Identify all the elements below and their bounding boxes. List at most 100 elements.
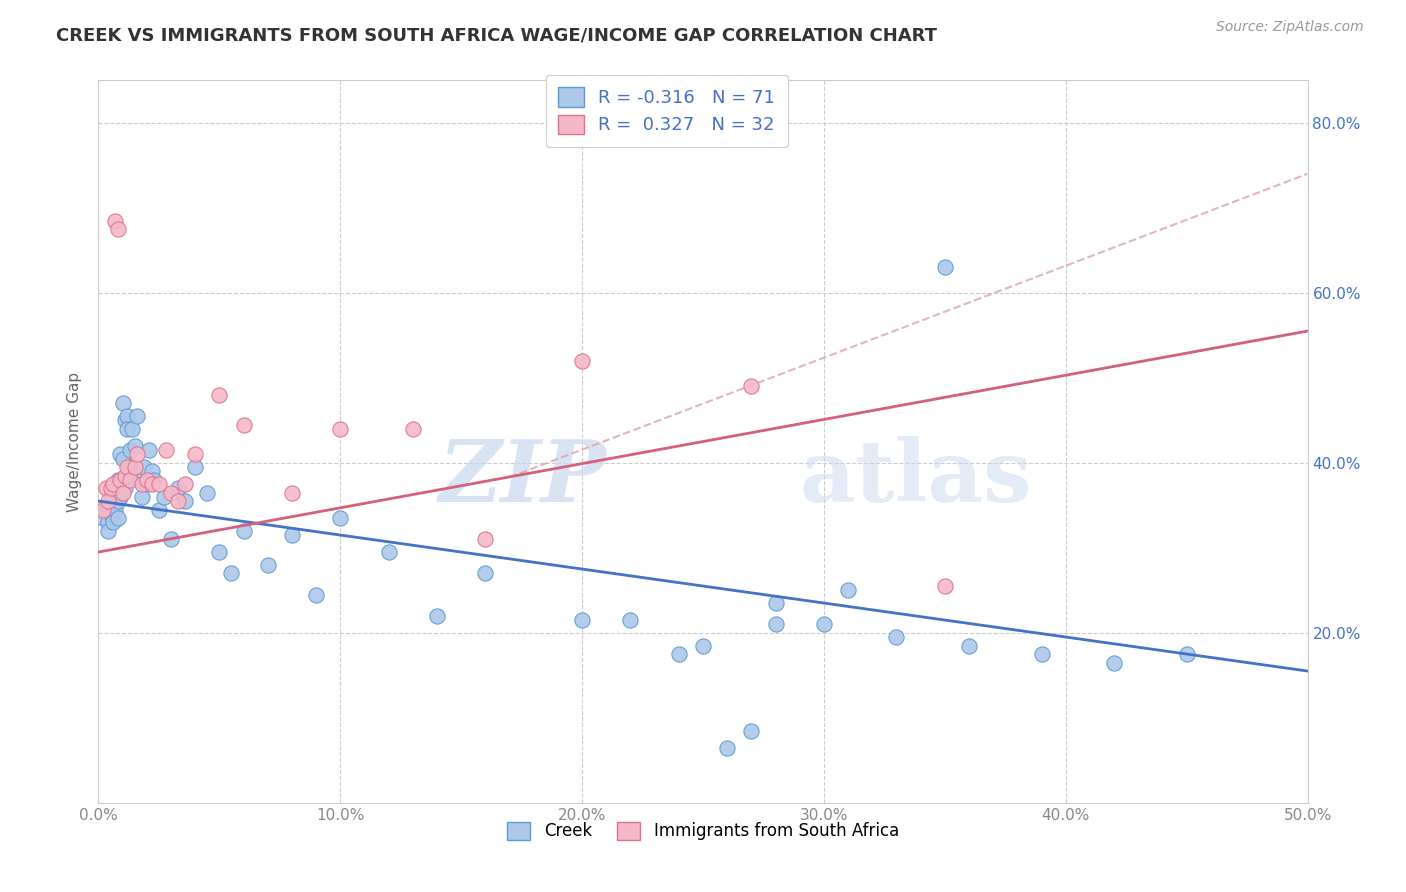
Point xyxy=(174,494,197,508)
Point xyxy=(111,396,134,410)
Point xyxy=(281,485,304,500)
Point xyxy=(124,439,146,453)
Point xyxy=(167,494,190,508)
Point xyxy=(104,213,127,227)
Point xyxy=(108,473,131,487)
Point xyxy=(97,494,120,508)
Point xyxy=(134,460,156,475)
Point xyxy=(426,608,449,623)
Point xyxy=(184,447,207,461)
Point xyxy=(108,490,131,504)
Point xyxy=(107,222,129,236)
Point xyxy=(101,490,124,504)
Y-axis label: Wage/Income Gap: Wage/Income Gap xyxy=(67,371,83,512)
Point xyxy=(571,353,593,368)
Point xyxy=(100,481,122,495)
Text: atlas: atlas xyxy=(800,435,1032,520)
Legend: Creek, Immigrants from South Africa: Creek, Immigrants from South Africa xyxy=(499,814,907,848)
Point xyxy=(108,447,131,461)
Point xyxy=(111,451,134,466)
Point xyxy=(118,473,141,487)
Point xyxy=(740,723,762,738)
Point xyxy=(474,566,496,581)
Point xyxy=(174,477,197,491)
Point xyxy=(692,639,714,653)
Point xyxy=(152,490,174,504)
Point xyxy=(104,477,127,491)
Point xyxy=(1175,647,1198,661)
Point xyxy=(114,413,136,427)
Point xyxy=(1102,656,1125,670)
Point xyxy=(124,468,146,483)
Point xyxy=(329,422,352,436)
Point xyxy=(305,588,328,602)
Point xyxy=(124,460,146,475)
Point xyxy=(221,566,243,581)
Point xyxy=(117,422,139,436)
Point xyxy=(716,740,738,755)
Point xyxy=(97,516,120,530)
Point xyxy=(94,481,117,495)
Point xyxy=(94,502,117,516)
Point xyxy=(256,558,278,572)
Point xyxy=(668,647,690,661)
Point xyxy=(91,511,114,525)
Point xyxy=(765,596,787,610)
Point xyxy=(740,379,762,393)
Point xyxy=(114,481,136,495)
Point xyxy=(208,388,231,402)
Point xyxy=(1031,647,1053,661)
Text: ZIP: ZIP xyxy=(439,436,606,519)
Point xyxy=(329,511,352,525)
Point xyxy=(141,464,163,478)
Point xyxy=(619,613,641,627)
Point xyxy=(232,417,254,432)
Point xyxy=(208,545,231,559)
Point xyxy=(91,502,114,516)
Point xyxy=(934,579,956,593)
Point xyxy=(101,477,124,491)
Point xyxy=(184,460,207,475)
Point xyxy=(100,485,122,500)
Point xyxy=(402,422,425,436)
Point xyxy=(97,524,120,538)
Point xyxy=(167,481,190,495)
Point xyxy=(148,477,170,491)
Point xyxy=(118,443,141,458)
Point xyxy=(107,494,129,508)
Point xyxy=(108,473,131,487)
Point xyxy=(195,485,218,500)
Point xyxy=(160,485,183,500)
Point xyxy=(571,613,593,627)
Point xyxy=(474,533,496,547)
Text: CREEK VS IMMIGRANTS FROM SOUTH AFRICA WAGE/INCOME GAP CORRELATION CHART: CREEK VS IMMIGRANTS FROM SOUTH AFRICA WA… xyxy=(56,27,938,45)
Point xyxy=(934,260,956,275)
Point xyxy=(104,502,127,516)
Point xyxy=(100,507,122,521)
Point xyxy=(160,533,183,547)
Point xyxy=(104,490,127,504)
Point xyxy=(127,409,149,423)
Point xyxy=(131,477,153,491)
Point xyxy=(143,473,166,487)
Point xyxy=(138,443,160,458)
Point xyxy=(957,639,980,653)
Point xyxy=(117,460,139,475)
Point xyxy=(131,490,153,504)
Point xyxy=(127,447,149,461)
Point xyxy=(121,422,143,436)
Point xyxy=(141,477,163,491)
Point xyxy=(101,516,124,530)
Point xyxy=(281,528,304,542)
Point xyxy=(114,468,136,483)
Point xyxy=(837,583,859,598)
Point xyxy=(813,617,835,632)
Point xyxy=(101,498,124,512)
Point xyxy=(100,494,122,508)
Point xyxy=(107,473,129,487)
Point xyxy=(377,545,399,559)
Point xyxy=(886,630,908,644)
Point xyxy=(765,617,787,632)
Point xyxy=(148,502,170,516)
Point xyxy=(128,473,150,487)
